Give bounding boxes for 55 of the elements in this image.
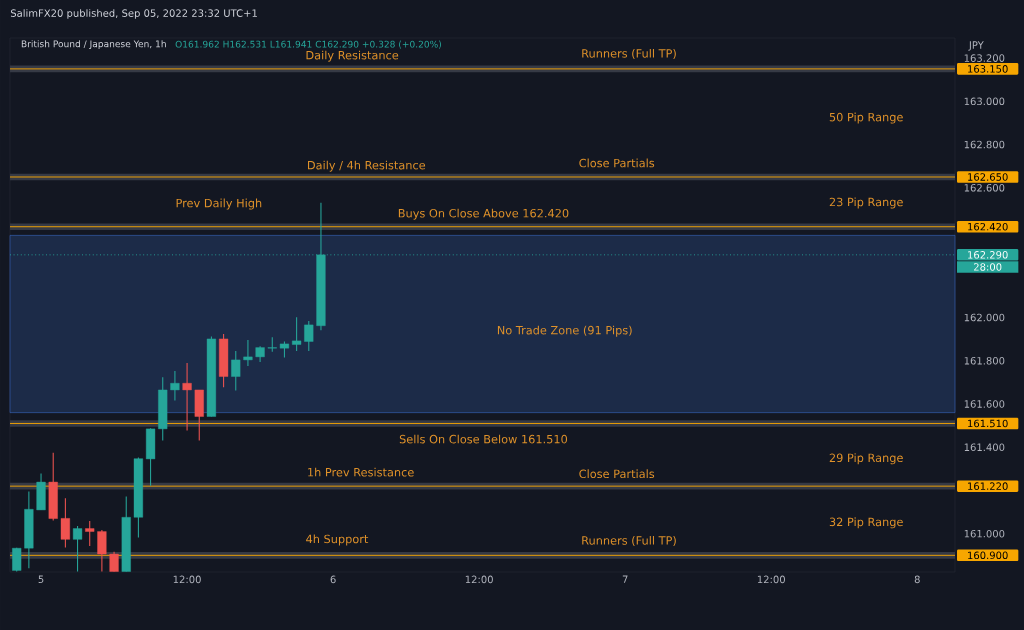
y-tick-label: 161.800 bbox=[964, 356, 1005, 365]
y-tick-label: 162.600 bbox=[964, 184, 1005, 192]
y-tick-label: 161.400 bbox=[964, 443, 1005, 452]
candlestick bbox=[85, 520, 95, 547]
x-tick-label: 6 bbox=[330, 575, 336, 584]
candlestick bbox=[231, 350, 241, 392]
annotation: No Trade Zone (91 Pips) bbox=[497, 325, 632, 337]
ref-line-label: 162.420 bbox=[968, 222, 1008, 231]
annotation: Prev Daily High bbox=[176, 198, 262, 210]
annotation: Daily Resistance bbox=[306, 50, 399, 62]
ref-line-label: 163.150 bbox=[968, 65, 1008, 73]
y-tick-label: 161.600 bbox=[964, 400, 1005, 408]
annotation: Buys On Close Above 162.420 bbox=[398, 208, 569, 220]
y-tick-label: 161.000 bbox=[964, 529, 1005, 538]
x-tick-label: 5 bbox=[38, 575, 44, 584]
x-tick-label: 7 bbox=[622, 575, 628, 583]
candlestick bbox=[72, 525, 83, 573]
chart-subtitle: O161.962 H162.531 L161.941 C162.290 +0.328 (+0.20%) bbox=[175, 40, 442, 49]
annotation: 23 Pip Range bbox=[829, 197, 903, 209]
annotation: 29 Pip Range bbox=[829, 453, 903, 465]
y-tick-label: 162.000 bbox=[964, 313, 1005, 322]
candlestick bbox=[170, 370, 180, 402]
ref-line-label: 160.900 bbox=[968, 551, 1008, 560]
annotation: 32 Pip Range bbox=[829, 517, 903, 529]
annotation: 1h Prev Resistance bbox=[308, 467, 414, 477]
ref-line-label: 162.650 bbox=[968, 173, 1008, 181]
y-axis-title: JPY bbox=[968, 41, 984, 51]
y-tick-label: 163.000 bbox=[964, 97, 1005, 106]
ref-line-label: 161.510 bbox=[968, 419, 1008, 428]
candlestick bbox=[243, 339, 253, 367]
ref-line-label: 162.290 bbox=[968, 251, 1008, 259]
x-tick-label: 12:00 bbox=[173, 575, 201, 584]
y-tick-label: 162.800 bbox=[964, 140, 1005, 149]
candlestick bbox=[97, 529, 107, 573]
candlestick bbox=[60, 497, 70, 549]
text: 28:00 bbox=[974, 263, 1002, 271]
annotation: Sells On Close Below 161.510 bbox=[399, 434, 568, 444]
ref-line-label: 161.220 bbox=[968, 482, 1008, 490]
candlestick bbox=[109, 551, 119, 573]
annotation: Close Partials bbox=[579, 469, 655, 479]
x-tick-label: 8 bbox=[914, 575, 920, 584]
annotation: 50 Pip Range bbox=[829, 112, 903, 124]
annotation: 4h Support bbox=[306, 534, 369, 546]
chart-title: British Pound / Japanese Yen, 1h bbox=[21, 40, 166, 50]
text: SalimFX20 published, Sep 05, 2022 23:32 UTC+1 bbox=[10, 9, 257, 19]
y-tick-label: 163.200 bbox=[964, 54, 1005, 62]
candlestick bbox=[182, 362, 192, 432]
x-tick-label: 12:00 bbox=[465, 575, 493, 584]
annotation: Close Partials bbox=[579, 158, 655, 168]
candlestick bbox=[292, 316, 302, 352]
x-tick-label: 12:00 bbox=[757, 575, 785, 584]
annotation: Daily / 4h Resistance bbox=[308, 160, 426, 172]
annotation: Runners (Full TP) bbox=[582, 535, 676, 547]
candlestick bbox=[304, 320, 314, 352]
annotation: Runners (Full TP) bbox=[582, 48, 676, 60]
